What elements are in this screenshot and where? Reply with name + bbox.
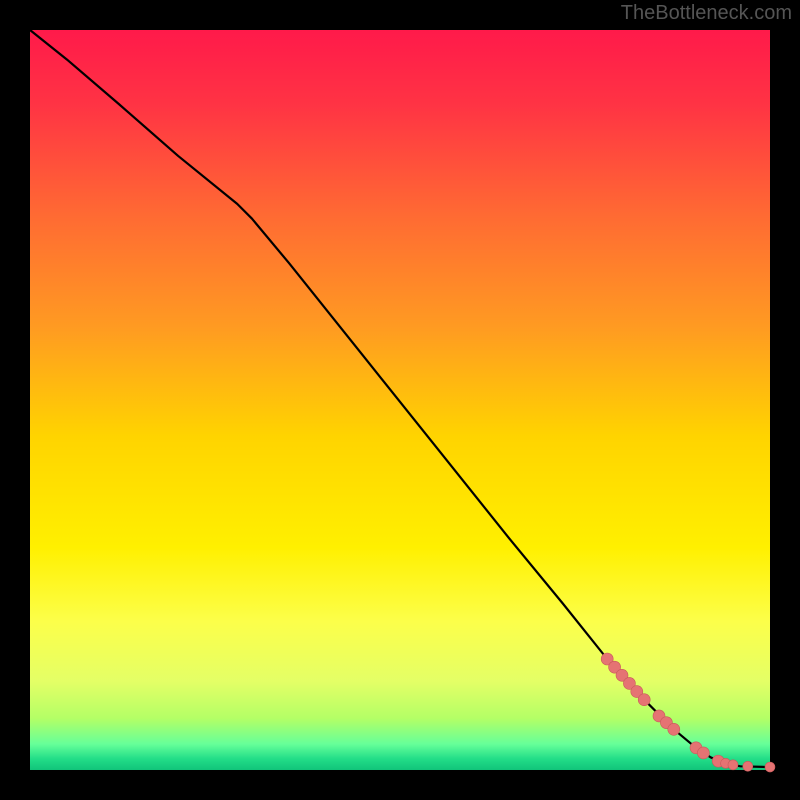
- bottleneck-chart: [0, 0, 800, 800]
- marker-point: [668, 723, 680, 735]
- marker-point: [765, 762, 775, 772]
- watermark-text: TheBottleneck.com: [621, 2, 792, 25]
- plot-background-gradient: [30, 30, 770, 770]
- marker-point: [697, 747, 709, 759]
- marker-point: [743, 761, 753, 771]
- marker-point: [638, 694, 650, 706]
- marker-point: [728, 760, 738, 770]
